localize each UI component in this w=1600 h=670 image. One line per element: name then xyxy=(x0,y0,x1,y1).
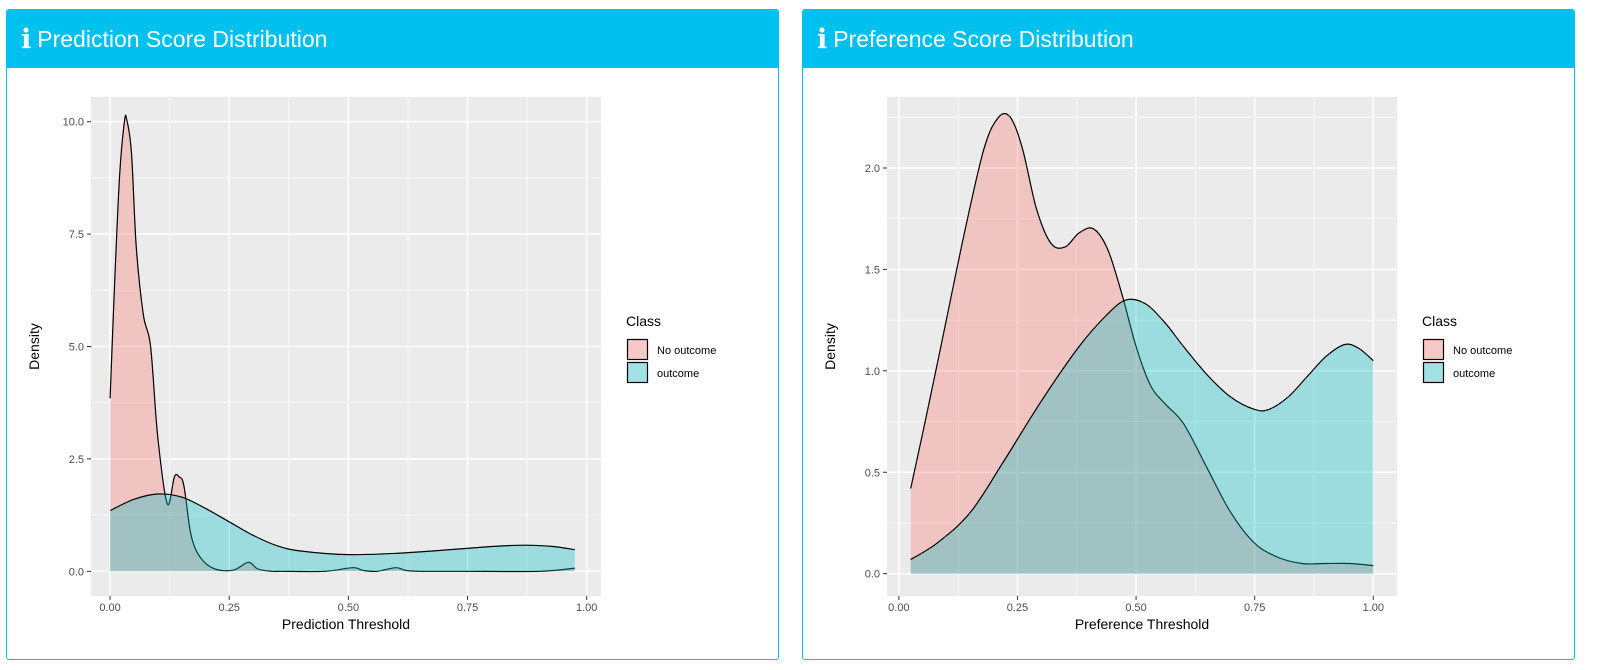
y-tick-label: 7.5 xyxy=(69,229,84,241)
y-axis-title: Density xyxy=(822,323,838,370)
density-line-outcome xyxy=(910,298,1374,561)
y-axis-title: Density xyxy=(26,323,42,370)
legend-label: outcome xyxy=(657,368,699,380)
density-area-no-outcome xyxy=(910,113,1374,574)
box-title: Prediction Score Distribution xyxy=(37,25,328,52)
y-tick-label: 1.0 xyxy=(865,366,880,378)
y-tick-label: 2.5 xyxy=(69,454,84,466)
y-tick-label: 0.5 xyxy=(865,467,880,479)
x-tick-label: 0.50 xyxy=(338,602,359,614)
y-tick-label: 5.0 xyxy=(69,342,84,354)
plot-panel xyxy=(887,97,1397,596)
box-header: i Preference Score Distribution xyxy=(803,10,1574,68)
y-tick-label: 10.0 xyxy=(63,117,84,129)
legend-swatch xyxy=(626,361,649,384)
legend-swatch xyxy=(626,338,649,361)
y-tick-label: 0.0 xyxy=(865,569,880,581)
x-tick-label: 0.50 xyxy=(1125,602,1146,614)
x-axis-title: Prediction Threshold xyxy=(282,616,410,632)
legend-key-bg xyxy=(1423,362,1444,383)
density-area-outcome xyxy=(910,299,1374,574)
x-tick-label: 0.25 xyxy=(219,602,240,614)
x-tick-label: 0.00 xyxy=(99,602,120,614)
x-tick-label: 1.00 xyxy=(576,602,597,614)
legend-swatch xyxy=(1422,361,1445,384)
x-axis-title: Preference Threshold xyxy=(1075,616,1209,632)
density-line-no-outcome xyxy=(109,114,575,573)
legend-key-bg xyxy=(627,362,648,383)
x-tick-label: 0.25 xyxy=(1007,602,1028,614)
density-area-no-outcome xyxy=(110,115,575,572)
x-tick-label: 0.75 xyxy=(457,602,478,614)
legend-swatch xyxy=(1422,338,1445,361)
legend-key-bg xyxy=(627,339,648,360)
prediction-score-chart: 0.00 0.25 0.50 0.75 1.00 0.0 2.5 5.0 7.5 10.0 Pred… xyxy=(26,97,716,632)
x-tick-label: 0.00 xyxy=(888,602,909,614)
info-icon: i xyxy=(817,23,828,55)
legend-label: No outcome xyxy=(657,345,716,357)
x-tick-label: 1.00 xyxy=(1363,602,1384,614)
density-line-outcome xyxy=(109,493,575,556)
legend-title: Class xyxy=(626,313,661,329)
legend-title: Class xyxy=(1422,313,1457,329)
density-area-outcome xyxy=(110,493,575,572)
box-title: Preference Score Distribution xyxy=(833,25,1134,52)
prediction-score-box: i Prediction Score Distribution 0.00 0.25… xyxy=(6,9,779,660)
y-tick-label: 1.5 xyxy=(865,264,880,276)
legend-key-bg xyxy=(1423,339,1444,360)
y-tick-label: 2.0 xyxy=(865,163,880,175)
preference-score-box: i Preference Score Distribution 0.00 0.25… xyxy=(802,9,1575,660)
density-line-no-outcome xyxy=(910,112,1374,567)
info-icon: i xyxy=(21,23,32,55)
y-tick-label: 0.0 xyxy=(69,566,84,578)
legend-label: outcome xyxy=(1453,368,1495,380)
x-tick-label: 0.75 xyxy=(1244,602,1265,614)
box-header: i Prediction Score Distribution xyxy=(7,10,778,68)
legend-label: No outcome xyxy=(1453,345,1512,357)
preference-score-chart: 0.00 0.25 0.50 0.75 1.00 0.0 0.5 1.0 1.5 2.0 Prefe… xyxy=(822,97,1512,632)
